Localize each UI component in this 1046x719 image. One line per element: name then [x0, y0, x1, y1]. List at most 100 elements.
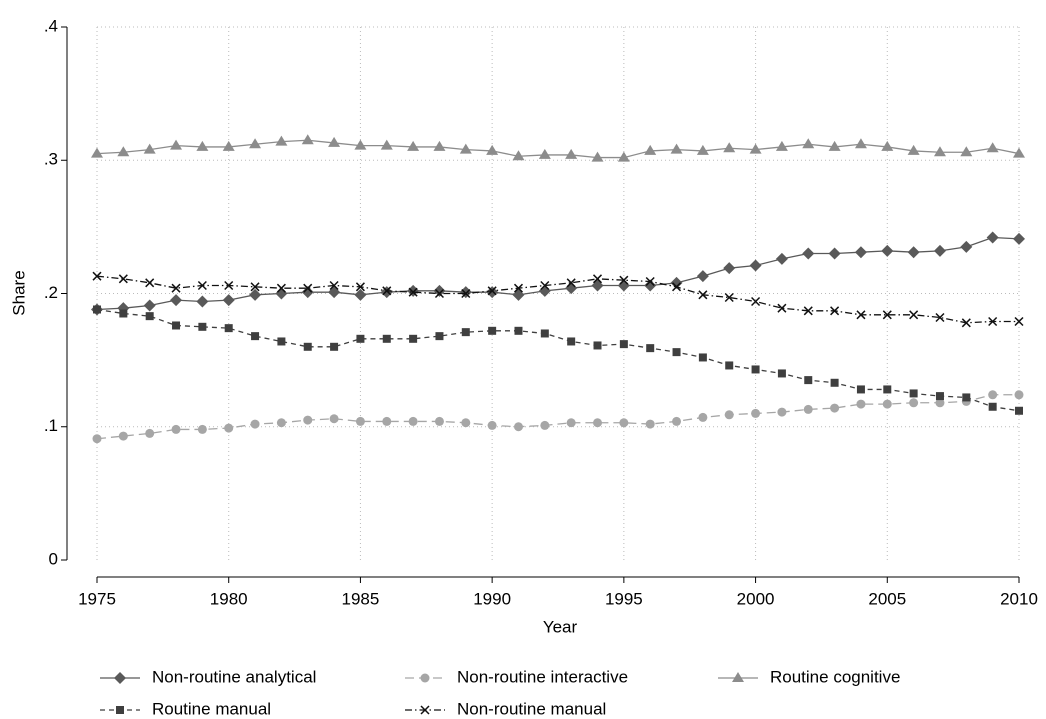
marker: [804, 376, 813, 385]
marker: [1015, 406, 1023, 415]
marker: [696, 270, 709, 283]
marker: [619, 418, 629, 428]
marker: [986, 231, 999, 244]
marker: [935, 398, 945, 408]
marker: [224, 324, 233, 333]
marker: [1014, 390, 1024, 400]
marker: [93, 305, 101, 314]
marker: [777, 369, 786, 378]
marker: [435, 332, 444, 341]
marker: [92, 271, 102, 281]
marker: [751, 296, 761, 307]
marker: [619, 340, 628, 349]
marker: [644, 279, 657, 292]
y-tick-label: .3: [44, 150, 58, 169]
marker: [119, 309, 128, 318]
series-line: [96, 308, 1020, 412]
marker: [617, 279, 630, 292]
x-tick-label: 1975: [78, 589, 116, 608]
x-tick-label: 2005: [868, 589, 906, 608]
marker: [433, 140, 446, 151]
marker: [487, 420, 497, 430]
marker: [670, 143, 683, 154]
legend-marker: [732, 672, 744, 682]
marker: [143, 143, 156, 154]
series-line: [96, 275, 1019, 324]
marker: [328, 286, 341, 299]
marker: [354, 139, 367, 150]
y-axis-label: Share: [9, 270, 28, 315]
marker: [803, 306, 813, 316]
marker: [593, 341, 602, 350]
marker: [356, 334, 365, 343]
x-tick-label: 2010: [1000, 589, 1038, 608]
marker: [512, 288, 525, 301]
marker: [751, 365, 760, 374]
legend-label: Routine manual: [152, 699, 271, 718]
x-tick-label: 1990: [473, 589, 511, 608]
marker: [828, 140, 841, 151]
marker: [672, 348, 681, 357]
legend-label: Non-routine analytical: [152, 667, 316, 686]
marker: [198, 322, 207, 331]
marker: [591, 279, 604, 292]
marker: [459, 143, 472, 154]
marker: [725, 361, 734, 370]
marker: [856, 399, 866, 409]
marker: [565, 282, 578, 295]
marker: [407, 284, 420, 297]
marker: [988, 390, 998, 400]
marker: [303, 415, 313, 425]
marker: [751, 408, 761, 418]
marker: [145, 278, 155, 288]
legend-marker: [420, 673, 430, 683]
marker: [329, 280, 339, 291]
marker: [408, 416, 418, 426]
marker: [909, 389, 918, 398]
marker: [960, 146, 973, 157]
y-tick-label: .1: [44, 416, 58, 435]
marker: [143, 299, 156, 312]
series-line: [96, 139, 1020, 159]
marker: [777, 303, 787, 313]
marker: [382, 416, 392, 426]
marker: [224, 280, 234, 291]
x-tick-label: 1980: [210, 589, 248, 608]
marker: [117, 146, 130, 157]
marker: [222, 140, 235, 151]
marker: [777, 407, 787, 417]
series-line: [96, 236, 1020, 311]
marker: [802, 247, 815, 260]
marker: [250, 419, 260, 429]
y-tick-label: .2: [44, 283, 58, 302]
marker: [197, 280, 207, 291]
marker: [487, 286, 497, 296]
marker: [382, 334, 391, 343]
marker: [538, 284, 551, 297]
marker: [566, 278, 576, 288]
legend-marker: [116, 706, 124, 714]
marker: [619, 275, 629, 285]
marker: [301, 134, 314, 145]
marker: [1014, 316, 1024, 327]
marker: [433, 284, 446, 297]
legend-item: Non-routine interactive: [405, 667, 628, 686]
marker: [645, 276, 655, 287]
marker: [459, 286, 472, 299]
legend-marker: [114, 672, 126, 684]
marker: [276, 283, 286, 293]
marker: [802, 138, 815, 149]
marker: [249, 138, 262, 149]
marker: [909, 310, 919, 320]
marker: [382, 286, 392, 296]
marker: [881, 244, 894, 257]
marker: [854, 246, 867, 259]
marker: [461, 288, 471, 299]
x-tick-label: 1995: [605, 589, 643, 608]
marker: [407, 140, 420, 151]
marker: [698, 412, 708, 422]
marker: [171, 424, 181, 434]
marker: [1013, 232, 1025, 245]
marker: [461, 418, 471, 428]
